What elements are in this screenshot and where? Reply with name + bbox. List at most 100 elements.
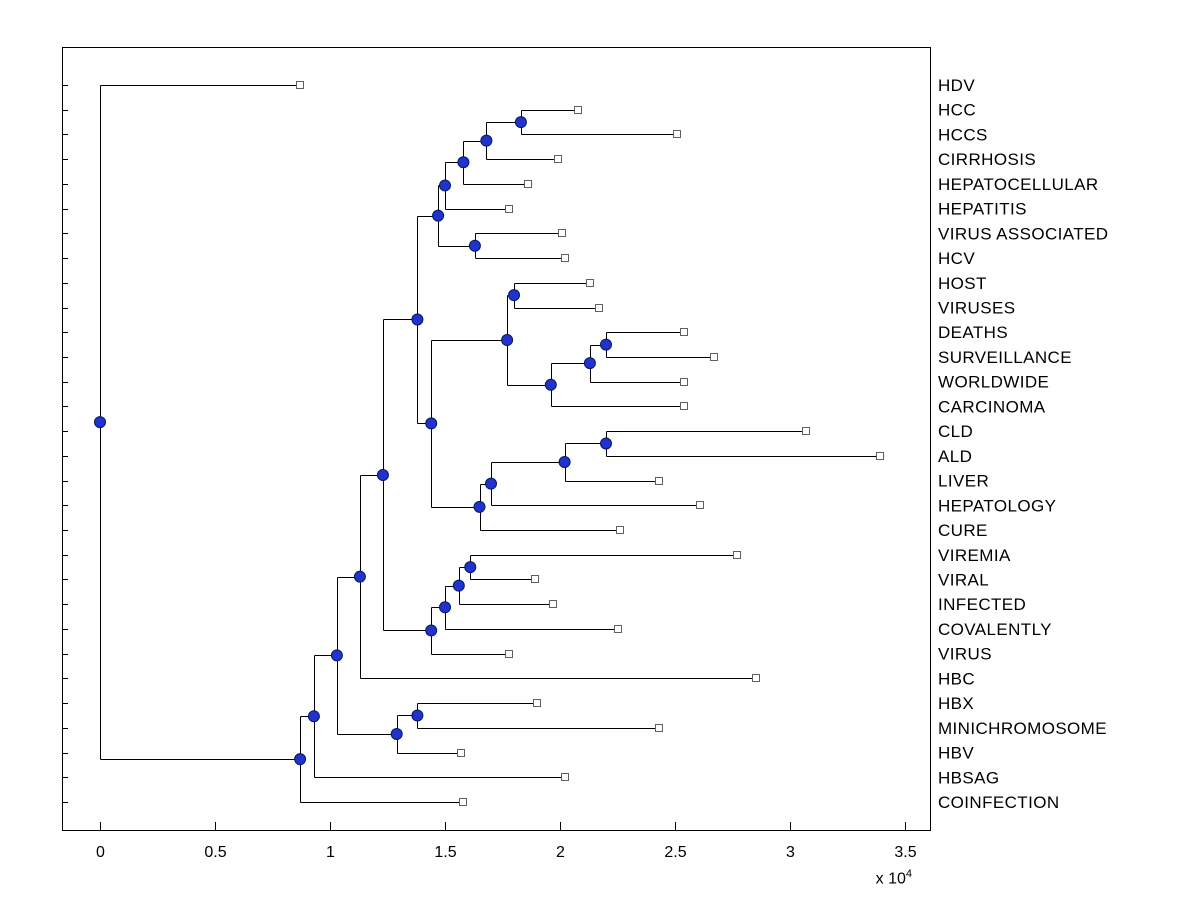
branch-node-marker[interactable] bbox=[452, 579, 465, 592]
leaf-label: HCC bbox=[938, 101, 976, 120]
leaf-marker[interactable] bbox=[505, 650, 513, 658]
branch-node-marker[interactable] bbox=[411, 709, 424, 722]
leaf-marker[interactable] bbox=[752, 674, 760, 682]
branch-node-marker[interactable] bbox=[353, 570, 366, 583]
x-axis-multiplier-base: x 10 bbox=[875, 870, 906, 888]
x-axis-multiplier: x 104 bbox=[856, 868, 912, 888]
x-axis-tick-label: 0.5 bbox=[204, 844, 226, 861]
branch-node-marker[interactable] bbox=[425, 417, 438, 430]
branch-node-marker[interactable] bbox=[376, 468, 389, 481]
leaf-marker[interactable] bbox=[459, 798, 467, 806]
x-axis-tick-label: 3 bbox=[786, 844, 795, 861]
leaf-label: CLD bbox=[938, 422, 973, 441]
leaf-marker[interactable] bbox=[505, 205, 513, 213]
leaf-marker[interactable] bbox=[802, 427, 810, 435]
leaf-marker[interactable] bbox=[680, 402, 688, 410]
leaf-label: ALD bbox=[938, 447, 972, 466]
leaf-marker[interactable] bbox=[614, 625, 622, 633]
x-axis-tick-label: 1 bbox=[326, 844, 335, 861]
x-axis-tick-label: 0 bbox=[96, 844, 105, 861]
branch-node-marker[interactable] bbox=[425, 624, 438, 637]
x-axis-tick-label: 3.5 bbox=[894, 844, 916, 861]
branch-node-marker[interactable] bbox=[94, 416, 106, 429]
leaf-marker[interactable] bbox=[296, 81, 304, 89]
leaf-label: COVALENTLY bbox=[938, 620, 1052, 639]
leaf-marker[interactable] bbox=[561, 254, 569, 262]
branch-node-marker[interactable] bbox=[330, 649, 343, 662]
leaf-label: HCV bbox=[938, 249, 975, 268]
leaf-label: DEATHS bbox=[938, 323, 1008, 342]
branch-node-marker[interactable] bbox=[508, 289, 520, 302]
leaf-marker[interactable] bbox=[655, 724, 663, 732]
branch-node-marker[interactable] bbox=[558, 456, 571, 469]
branch-node-marker[interactable] bbox=[307, 710, 320, 723]
x-axis-tick-label: 1.5 bbox=[434, 844, 456, 861]
leaf-label: HDV bbox=[938, 76, 975, 95]
leaf-marker[interactable] bbox=[733, 551, 741, 559]
branch-node-marker[interactable] bbox=[457, 156, 470, 169]
branch-node-marker[interactable] bbox=[432, 209, 445, 222]
branch-node-marker[interactable] bbox=[439, 179, 451, 192]
x-axis-tick-label: 2.5 bbox=[664, 844, 686, 861]
leaf-label: HEPATOCELLULAR bbox=[938, 175, 1099, 194]
leaf-marker[interactable] bbox=[533, 699, 541, 707]
leaf-marker[interactable] bbox=[680, 328, 688, 336]
leaf-marker[interactable] bbox=[680, 378, 688, 386]
leaf-marker[interactable] bbox=[524, 180, 532, 188]
leaf-marker[interactable] bbox=[876, 452, 884, 460]
leaf-label: VIREMIA bbox=[938, 546, 1011, 565]
leaf-label: CIRRHOSIS bbox=[938, 150, 1036, 169]
leaf-marker[interactable] bbox=[586, 279, 594, 287]
leaf-marker[interactable] bbox=[554, 155, 562, 163]
leaf-label: WORLDWIDE bbox=[938, 373, 1049, 392]
leaf-label: HEPATOLOGY bbox=[938, 496, 1056, 515]
leaf-label: LIVER bbox=[938, 472, 989, 491]
leaf-label: SURVEILLANCE bbox=[938, 348, 1072, 367]
leaf-label: CURE bbox=[938, 521, 988, 540]
branch-node-marker[interactable] bbox=[473, 500, 486, 513]
branch-node-marker[interactable] bbox=[600, 338, 612, 351]
leaf-marker[interactable] bbox=[561, 773, 569, 781]
branch-node-marker[interactable] bbox=[390, 728, 403, 741]
leaf-label: HBC bbox=[938, 669, 975, 688]
branch-node-marker[interactable] bbox=[464, 561, 477, 574]
branch-node-marker[interactable] bbox=[544, 378, 557, 391]
leaf-label: HCCS bbox=[938, 125, 988, 144]
leaf-marker[interactable] bbox=[616, 526, 624, 534]
branch-node-marker[interactable] bbox=[439, 601, 451, 614]
leaf-marker[interactable] bbox=[595, 304, 603, 312]
leaf-marker[interactable] bbox=[710, 353, 718, 361]
leaf-label: HBV bbox=[938, 744, 974, 763]
branch-node-marker[interactable] bbox=[480, 134, 493, 147]
leaf-marker[interactable] bbox=[673, 130, 681, 138]
leaf-marker[interactable] bbox=[549, 600, 557, 608]
branch-node-marker[interactable] bbox=[411, 313, 424, 326]
branch-node-marker[interactable] bbox=[583, 357, 596, 370]
leaf-label: INFECTED bbox=[938, 595, 1026, 614]
leaf-label: VIRAL bbox=[938, 570, 989, 589]
branch-node-marker[interactable] bbox=[514, 116, 527, 129]
branch-node-marker[interactable] bbox=[485, 477, 497, 490]
leaf-marker[interactable] bbox=[655, 477, 663, 485]
leaf-label: HEPATITIS bbox=[938, 200, 1027, 219]
leaf-label: CARCINOMA bbox=[938, 397, 1046, 416]
leaf-marker[interactable] bbox=[531, 575, 539, 583]
branch-node-marker[interactable] bbox=[294, 753, 307, 766]
leaf-label: HOST bbox=[938, 274, 987, 293]
leaf-label: VIRUS bbox=[938, 645, 992, 664]
leaf-marker[interactable] bbox=[457, 749, 465, 757]
branch-node-marker[interactable] bbox=[501, 333, 514, 346]
leaf-label: HBX bbox=[938, 694, 974, 713]
leaf-marker[interactable] bbox=[558, 229, 566, 237]
branch-node-marker[interactable] bbox=[468, 239, 481, 252]
leaf-marker[interactable] bbox=[574, 106, 582, 114]
leaf-label: COINFECTION bbox=[938, 793, 1060, 812]
leaf-marker[interactable] bbox=[696, 501, 704, 509]
leaf-label: MINICHROMOSOME bbox=[938, 719, 1107, 738]
x-axis-tick-label: 2 bbox=[556, 844, 565, 861]
branch-node-marker[interactable] bbox=[600, 437, 612, 450]
leaf-label: VIRUS ASSOCIATED bbox=[938, 224, 1108, 243]
leaf-label: VIRUSES bbox=[938, 299, 1015, 318]
